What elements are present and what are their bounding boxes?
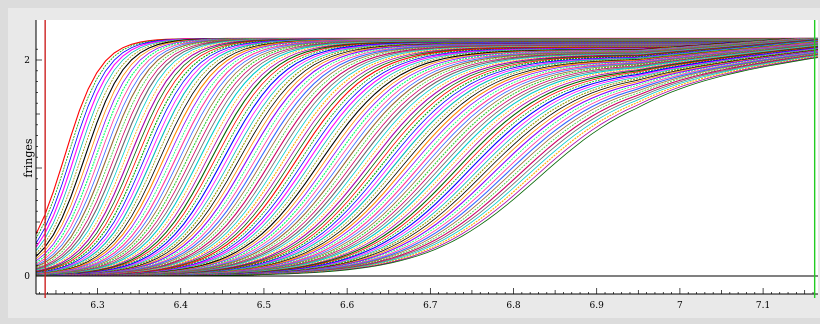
x-tick-label: 6.7 xyxy=(423,301,438,311)
x-tick-label: 6.5 xyxy=(257,301,272,311)
y-axis-label: fringes xyxy=(22,138,35,177)
plot-window: 6.3 6.4 6.5 6.6 6.7 6.8 6.9 7 7.1 0 2 fringes xyxy=(8,8,820,318)
axes: 6.3 6.4 6.5 6.6 6.7 6.8 6.9 7 7.1 0 2 xyxy=(24,20,818,311)
curve-family xyxy=(35,37,819,277)
y-tick-label: 2 xyxy=(24,56,30,66)
x-tick-label: 6.4 xyxy=(174,301,189,311)
x-tick-label: 6.9 xyxy=(590,301,605,311)
x-tick-label: 6.3 xyxy=(90,301,105,311)
x-tick-label: 6.8 xyxy=(506,301,521,311)
x-tick-label: 7.1 xyxy=(756,301,770,311)
y-tick-label: 0 xyxy=(24,272,30,282)
x-tick-label: 6.6 xyxy=(340,301,355,311)
plot-area[interactable]: 6.3 6.4 6.5 6.6 6.7 6.8 6.9 7 7.1 0 2 fringes xyxy=(8,8,820,318)
x-tick-label: 7 xyxy=(677,301,683,311)
